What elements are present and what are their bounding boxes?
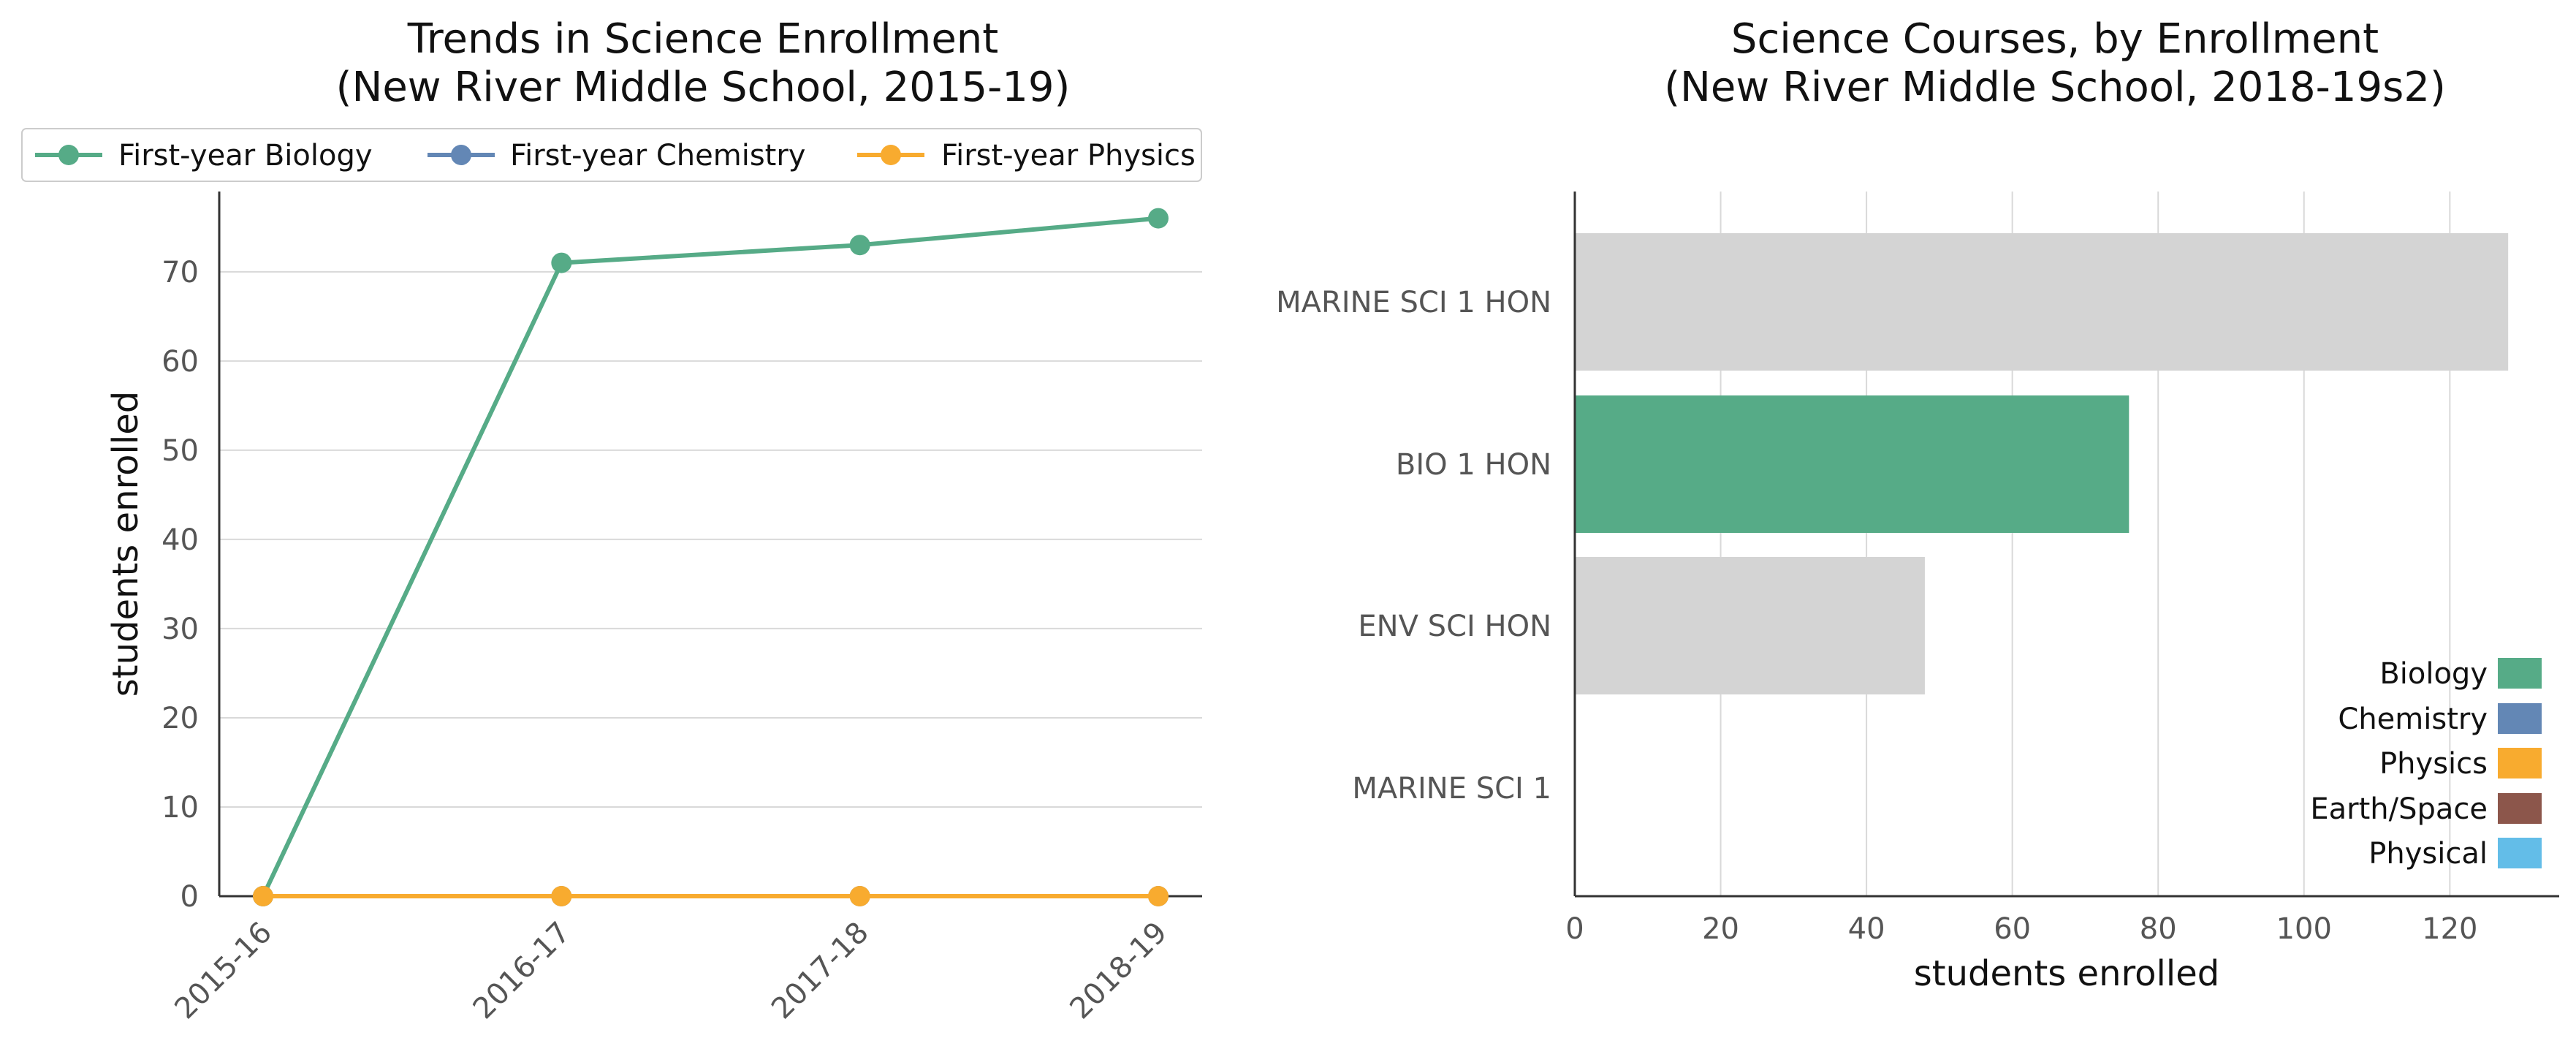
x-tick-label: 0: [1565, 912, 1584, 946]
x-tick-labels: 2015-16 2016-17 2017-18 2018-19: [168, 916, 1174, 1026]
y-tick-label: 30: [162, 613, 199, 646]
legend: Biology Chemistry Physics Earth/Space Physic…: [2310, 657, 2542, 871]
line-series-group: [253, 208, 1169, 906]
bar: [1575, 233, 2509, 371]
legend-label: First-year Biology: [118, 139, 373, 173]
y-tick-labels: 0 10 20 30 40 50 60 70: [162, 256, 199, 914]
y-tick-label: 50: [162, 434, 199, 468]
legend-label: Physical: [2368, 837, 2488, 871]
y-gridlines: [219, 270, 1202, 808]
legend-label: First-year Physics: [941, 139, 1196, 173]
data-point: [849, 235, 870, 256]
y-axis-label: students enrolled: [105, 391, 146, 697]
data-point: [253, 886, 273, 906]
category-labels: MARINE SCI 1 HON BIO 1 HON ENV SCI HON MARI…: [1276, 286, 1551, 806]
bar: [1575, 395, 2129, 533]
category-label: BIO 1 HON: [1396, 448, 1551, 482]
enrollment-trend-chart: Trends in Science Enrollment (New River …: [21, 15, 1202, 1026]
x-tick-labels: 0 20 40 60 80 100 120: [1565, 912, 2477, 946]
legend-marker: [881, 145, 901, 165]
legend-swatch: [2498, 793, 2542, 824]
chart-title-line-2: (New River Middle School, 2015-19): [336, 64, 1071, 111]
data-point: [551, 252, 572, 273]
series-line: [261, 216, 1159, 898]
y-tick-label: 70: [162, 256, 199, 289]
x-tick-label: 2016-17: [467, 916, 577, 1026]
data-point: [1148, 208, 1169, 229]
bar-group: [1575, 233, 2509, 694]
category-label: MARINE SCI 1 HON: [1276, 286, 1551, 319]
x-tick-label: 20: [1702, 912, 1739, 946]
x-tick-label: 80: [2140, 912, 2177, 946]
legend-label: First-year Chemistry: [510, 139, 805, 173]
chart-title-line-1: Trends in Science Enrollment: [407, 15, 998, 63]
legend-swatch: [2498, 838, 2542, 868]
legend-box: [21, 128, 1202, 182]
x-tick-label: 60: [1994, 912, 2031, 946]
x-tick-label: 40: [1848, 912, 1885, 946]
legend: First-year Biology First-year Chemistry Fi…: [21, 128, 1202, 182]
legend-marker: [58, 145, 79, 165]
legend-swatch: [2498, 748, 2542, 778]
y-tick-label: 40: [162, 523, 199, 557]
legend-swatch: [2498, 658, 2542, 689]
category-label: ENV SCI HON: [1358, 610, 1551, 643]
bar: [1575, 557, 1925, 694]
y-tick-label: 10: [162, 791, 199, 825]
legend-label: Biology: [2379, 657, 2488, 691]
legend-marker: [451, 145, 471, 165]
x-tick-label: 2018-19: [1063, 916, 1174, 1026]
data-point: [551, 886, 572, 906]
x-tick-label: 120: [2422, 912, 2477, 946]
x-axis-label: students enrolled: [1914, 953, 2219, 994]
data-point: [1148, 886, 1169, 906]
legend-label: Chemistry: [2338, 702, 2488, 736]
chart-title-line-1: Science Courses, by Enrollment: [1731, 15, 2379, 63]
x-tick-label: 2017-18: [765, 916, 875, 1026]
legend-swatch: [2498, 703, 2542, 734]
category-label: MARINE SCI 1: [1352, 772, 1551, 806]
legend-label: Physics: [2379, 747, 2488, 781]
y-tick-label: 0: [181, 880, 199, 914]
data-point: [849, 886, 870, 906]
y-tick-label: 60: [162, 345, 199, 379]
chart-title-line-2: (New River Middle School, 2018-19s2): [1664, 64, 2446, 111]
x-tick-label: 100: [2276, 912, 2332, 946]
legend-label: Earth/Space: [2310, 792, 2488, 826]
y-tick-label: 20: [162, 702, 199, 735]
x-tick-label: 2015-16: [168, 916, 278, 1026]
course-enrollment-chart: Science Courses, by Enrollment (New Rive…: [1276, 15, 2559, 994]
